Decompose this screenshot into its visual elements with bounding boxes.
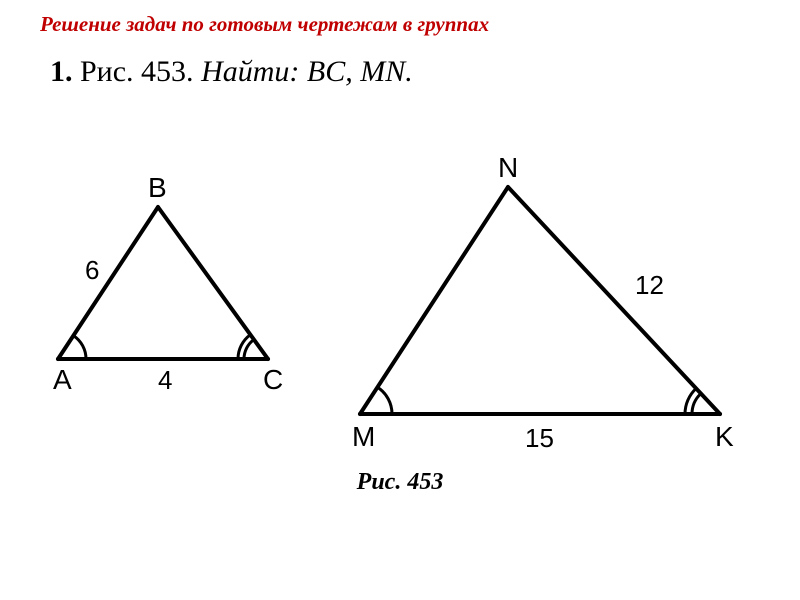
- svg-text:12: 12: [635, 270, 664, 300]
- svg-text:M: M: [352, 421, 375, 452]
- problem-number: 1.: [50, 55, 73, 88]
- find-word: Найти: BC, MN.: [201, 55, 413, 88]
- svg-text:K: K: [715, 421, 734, 452]
- problem-title: 1. Рис. 453. Найти: BC, MN.: [0, 45, 800, 109]
- svg-text:6: 6: [85, 255, 99, 285]
- figure-caption: Рис. 453: [0, 459, 800, 496]
- page-header: Решение задач по готовым чертежам в груп…: [0, 0, 800, 45]
- figure-ref: Рис. 453.: [80, 55, 194, 88]
- triangle-mnk: 12 15 M N K: [352, 152, 734, 453]
- svg-text:15: 15: [525, 423, 554, 453]
- diagram-area: 6 4 A B C 12 15 M N K: [0, 109, 800, 459]
- svg-text:B: B: [148, 172, 167, 203]
- svg-text:4: 4: [158, 365, 172, 395]
- triangles-svg: 6 4 A B C 12 15 M N K: [0, 109, 800, 459]
- svg-text:A: A: [53, 364, 72, 395]
- svg-text:C: C: [263, 364, 283, 395]
- svg-text:N: N: [498, 152, 518, 183]
- triangle-abc: 6 4 A B C: [53, 172, 283, 395]
